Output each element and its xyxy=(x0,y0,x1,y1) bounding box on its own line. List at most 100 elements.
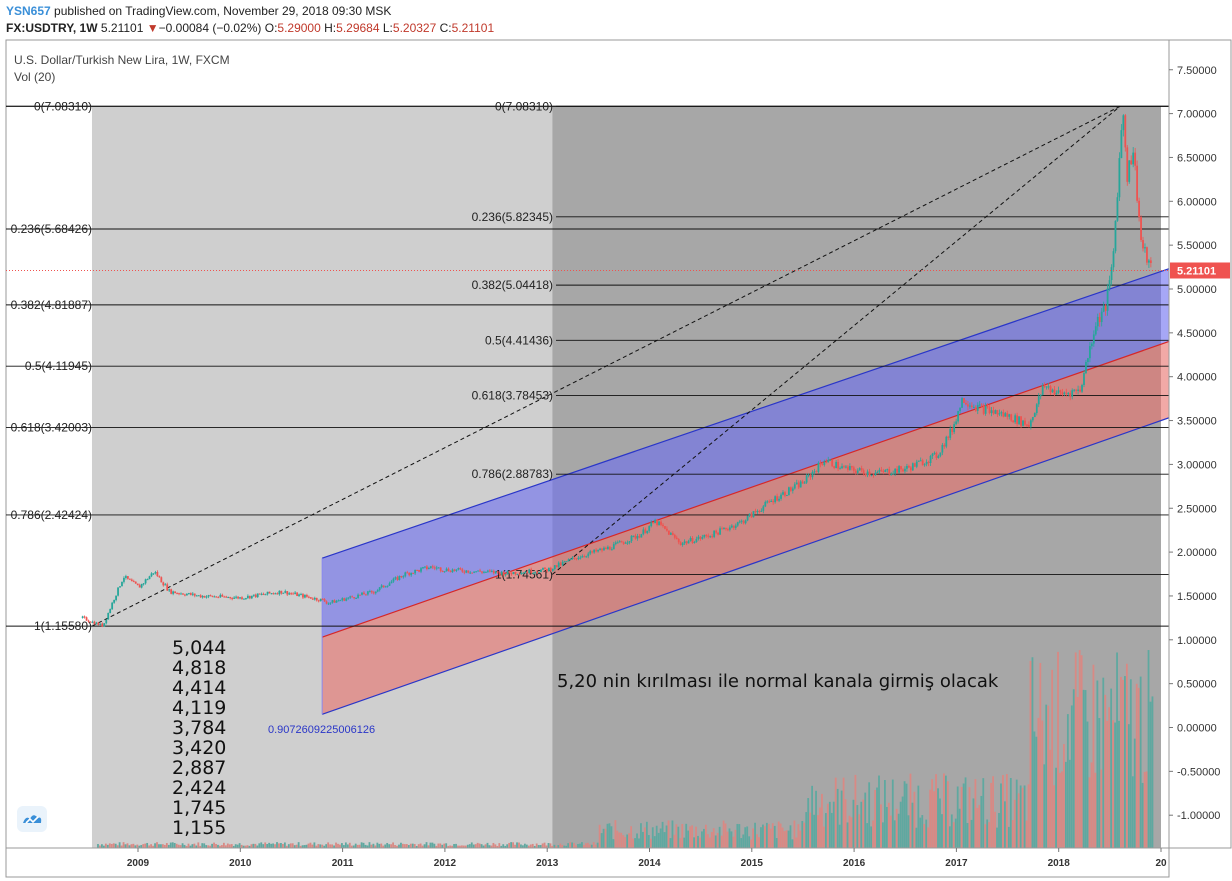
candle-body xyxy=(1128,160,1131,182)
candle-body xyxy=(911,463,914,471)
candle-body xyxy=(180,593,182,595)
candle-body xyxy=(1047,386,1050,388)
candle-body xyxy=(471,572,474,574)
x-tick-label: 2013 xyxy=(536,858,559,869)
volume-bar xyxy=(720,835,723,848)
time-axis[interactable] xyxy=(5,847,1170,878)
volume-bar xyxy=(160,844,162,848)
candle-body xyxy=(298,594,300,596)
candle-body xyxy=(1022,420,1024,426)
y-tick-label: 1.50000 xyxy=(1177,591,1217,603)
candle-body xyxy=(81,616,84,618)
volume-bar xyxy=(960,786,963,848)
tradingview-logo-icon[interactable] xyxy=(17,806,47,832)
candle-body xyxy=(681,543,684,545)
candle-body xyxy=(612,544,615,550)
candle-body xyxy=(254,594,257,598)
candle-body xyxy=(669,533,672,535)
volume-bar xyxy=(1125,663,1128,848)
price-axis[interactable] xyxy=(1168,39,1232,849)
candle-body xyxy=(683,541,686,544)
candle-body xyxy=(569,558,572,560)
candle-body xyxy=(248,595,251,599)
volume-bar xyxy=(909,773,912,848)
volume-bar xyxy=(266,844,269,848)
volume-bar xyxy=(154,843,156,848)
candle-body xyxy=(349,596,352,598)
volume-bar xyxy=(645,821,648,848)
candle-body xyxy=(270,593,273,595)
volume-bar xyxy=(325,844,328,848)
candle-body xyxy=(752,511,755,518)
candle-body xyxy=(780,494,782,499)
volume-bar xyxy=(262,844,265,848)
candle-body xyxy=(290,593,293,595)
candle-body xyxy=(787,487,790,496)
fib-left-trendline[interactable] xyxy=(91,105,1121,627)
candle-body xyxy=(1090,343,1093,347)
volume-bar xyxy=(142,844,145,848)
volume-bar xyxy=(996,827,998,848)
candle-body xyxy=(666,528,668,531)
volume-bar xyxy=(726,831,729,848)
volume-bar xyxy=(327,842,330,848)
candle-body xyxy=(166,584,169,591)
close-label: C: xyxy=(439,21,452,35)
candle-body xyxy=(961,398,963,408)
candle-body xyxy=(1110,267,1113,281)
candle-body xyxy=(225,596,228,598)
volume-bar xyxy=(270,843,273,848)
candle-body xyxy=(191,593,194,595)
level-list-item: 3,420 xyxy=(172,737,226,759)
channel-upper-line[interactable] xyxy=(321,268,1170,559)
volume-bar xyxy=(893,820,896,848)
volume-bar xyxy=(811,785,814,848)
candle-body xyxy=(87,620,90,622)
volume-bar xyxy=(671,820,674,848)
volume-bar xyxy=(868,782,871,848)
volume-bar xyxy=(1110,688,1113,848)
volume-bar xyxy=(742,834,745,848)
fib-right-trendline[interactable] xyxy=(551,105,1121,575)
volume-bar xyxy=(699,837,701,848)
candle-body xyxy=(870,474,873,476)
candle-body xyxy=(487,570,489,572)
candle-body xyxy=(296,592,298,596)
volume-bar xyxy=(789,825,792,848)
channel-lower-line[interactable] xyxy=(321,417,1170,715)
volume-bar xyxy=(228,844,231,848)
candle-body xyxy=(872,474,875,476)
candle-body xyxy=(443,571,446,573)
annotation-text[interactable]: 5,20 nin kırılması ile normal kanala gir… xyxy=(557,671,999,692)
candle-body xyxy=(827,459,830,463)
volume-bar xyxy=(907,815,910,848)
candle-body xyxy=(83,616,86,618)
volume-bar xyxy=(114,843,117,848)
candle-body xyxy=(589,551,592,554)
candle-body xyxy=(154,572,157,574)
channel-middle-line[interactable] xyxy=(321,340,1170,638)
candle-body xyxy=(815,471,818,473)
volume-bar xyxy=(763,826,766,848)
candle-body xyxy=(160,577,163,583)
candle-body xyxy=(963,398,965,403)
volume-bar xyxy=(565,845,568,848)
volume-bar xyxy=(1116,652,1118,848)
volume-bar xyxy=(1100,769,1103,848)
candle-body xyxy=(1059,390,1062,393)
candle-body xyxy=(536,571,538,573)
candle-body xyxy=(559,562,562,565)
volume-bar xyxy=(527,845,530,848)
candle-body xyxy=(170,589,173,594)
candle-body xyxy=(795,482,798,485)
author-name[interactable]: YSN657 xyxy=(6,4,51,18)
candle-body xyxy=(274,593,277,595)
volume-bar xyxy=(712,828,715,848)
candle-body xyxy=(1116,197,1119,221)
volume-bar xyxy=(921,815,924,848)
volume-bar xyxy=(455,843,457,848)
volume-bar xyxy=(1066,714,1069,848)
volume-bar xyxy=(716,832,719,848)
volume-bar xyxy=(177,844,180,848)
